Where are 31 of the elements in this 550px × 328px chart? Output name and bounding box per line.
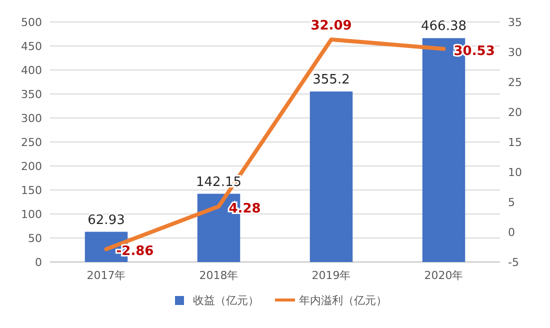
y2-tick-label: 30 bbox=[508, 46, 522, 59]
y-tick-label: 350 bbox=[21, 88, 42, 101]
y-tick-label: 250 bbox=[21, 136, 42, 149]
y-tick-label: 150 bbox=[21, 184, 42, 197]
x-tick-label: 2018年 bbox=[199, 269, 238, 282]
data-label: 62.93 bbox=[88, 212, 125, 228]
y2-tick-label: 15 bbox=[508, 136, 522, 149]
y2-tick-label: 20 bbox=[508, 106, 522, 119]
y-tick-label: 400 bbox=[21, 64, 42, 77]
y2-tick-label: 5 bbox=[508, 196, 515, 209]
y-tick-label: 0 bbox=[35, 256, 42, 269]
y2-tick-label: -5 bbox=[508, 256, 519, 269]
y-tick-label: 50 bbox=[28, 232, 42, 245]
x-tick-label: 2019年 bbox=[312, 269, 351, 282]
x-tick-label: 2017年 bbox=[86, 269, 126, 282]
data-label: 32.09 bbox=[310, 18, 352, 34]
legend-label: 收益（亿元） bbox=[193, 294, 259, 307]
y2-tick-label: 35 bbox=[508, 16, 522, 29]
y-tick-label: 300 bbox=[21, 112, 42, 125]
y2-tick-label: 10 bbox=[508, 166, 522, 179]
x-tick-label: 2020年 bbox=[424, 269, 464, 282]
legend-label: 年内溢利（亿元） bbox=[299, 294, 387, 307]
data-label: 355.2 bbox=[312, 72, 350, 88]
y-tick-label: 200 bbox=[21, 160, 42, 173]
y-tick-label: 450 bbox=[21, 40, 42, 53]
y-tick-label: 500 bbox=[21, 16, 42, 29]
y2-tick-label: 0 bbox=[508, 226, 515, 239]
y2-tick-label: 25 bbox=[508, 76, 522, 89]
data-label: 466.38 bbox=[421, 19, 466, 34]
bar bbox=[310, 92, 353, 262]
y-tick-label: 100 bbox=[21, 208, 42, 221]
